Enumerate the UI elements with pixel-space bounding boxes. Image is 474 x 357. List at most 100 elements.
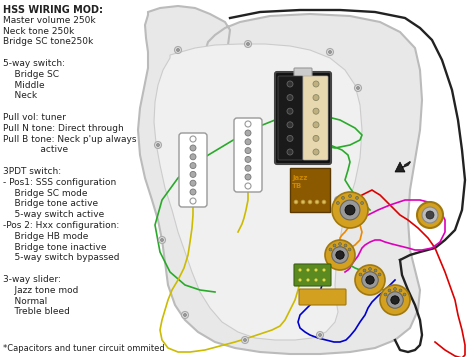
Text: Bridge HB mode: Bridge HB mode	[3, 232, 88, 241]
Text: 5-way switch active: 5-way switch active	[3, 210, 104, 219]
Circle shape	[307, 268, 310, 272]
Circle shape	[327, 49, 334, 55]
Circle shape	[366, 276, 374, 284]
FancyBboxPatch shape	[290, 168, 330, 212]
Circle shape	[158, 236, 165, 243]
Circle shape	[245, 174, 251, 180]
Text: 3PDT switch:: 3PDT switch:	[3, 167, 61, 176]
Circle shape	[355, 265, 385, 295]
Circle shape	[299, 278, 301, 282]
Circle shape	[317, 332, 323, 338]
Text: Pull N tone: Direct through: Pull N tone: Direct through	[3, 124, 124, 133]
Circle shape	[246, 42, 249, 45]
Text: 5-way switch:: 5-way switch:	[3, 59, 65, 68]
Circle shape	[287, 108, 293, 114]
FancyBboxPatch shape	[234, 118, 262, 192]
Text: Bridge SC: Bridge SC	[3, 70, 59, 79]
Text: Pull B tone: Neck p'up always: Pull B tone: Neck p'up always	[3, 135, 137, 144]
Circle shape	[294, 200, 298, 204]
Text: Jazz: Jazz	[292, 175, 307, 181]
Circle shape	[378, 273, 381, 276]
Circle shape	[307, 278, 310, 282]
Circle shape	[313, 108, 319, 114]
Circle shape	[356, 196, 358, 199]
Circle shape	[315, 268, 318, 272]
Circle shape	[190, 189, 196, 195]
Circle shape	[245, 121, 251, 127]
Circle shape	[341, 196, 345, 199]
Circle shape	[380, 285, 410, 315]
Text: TB: TB	[292, 183, 302, 189]
Circle shape	[337, 201, 339, 205]
Circle shape	[182, 312, 189, 318]
Text: Master volume 250k: Master volume 250k	[3, 16, 96, 25]
Circle shape	[313, 122, 319, 128]
Circle shape	[417, 202, 443, 228]
Circle shape	[315, 278, 318, 282]
Text: *Capacitors and tuner circuit ommited: *Capacitors and tuner circuit ommited	[3, 344, 165, 353]
FancyBboxPatch shape	[294, 68, 312, 77]
Text: Bridge SC tone250k: Bridge SC tone250k	[3, 37, 93, 46]
Circle shape	[315, 200, 319, 204]
Circle shape	[332, 192, 368, 228]
Circle shape	[308, 200, 312, 204]
Circle shape	[362, 272, 378, 288]
Circle shape	[241, 337, 248, 343]
Circle shape	[313, 95, 319, 101]
Text: Bridge SC mode: Bridge SC mode	[3, 188, 88, 198]
Circle shape	[301, 200, 305, 204]
Circle shape	[322, 268, 326, 272]
Circle shape	[299, 268, 301, 272]
Text: Neck: Neck	[3, 91, 37, 100]
Circle shape	[155, 141, 162, 149]
Text: Neck tone 250k: Neck tone 250k	[3, 27, 74, 36]
Circle shape	[190, 198, 196, 204]
Circle shape	[245, 156, 251, 162]
Circle shape	[399, 289, 402, 292]
Circle shape	[337, 298, 339, 302]
Circle shape	[393, 287, 396, 291]
Circle shape	[348, 248, 351, 251]
Circle shape	[329, 248, 332, 251]
Circle shape	[319, 333, 321, 337]
Circle shape	[287, 95, 293, 101]
FancyBboxPatch shape	[294, 264, 331, 286]
Circle shape	[359, 273, 362, 276]
FancyBboxPatch shape	[179, 133, 207, 207]
Circle shape	[176, 49, 180, 51]
Circle shape	[245, 139, 251, 145]
Circle shape	[422, 207, 438, 223]
Circle shape	[387, 292, 403, 308]
Text: 5-way switch bypassed: 5-way switch bypassed	[3, 253, 119, 262]
Circle shape	[337, 198, 339, 201]
Text: Treble bleed: Treble bleed	[3, 307, 70, 316]
Text: HSS WIRING MOD:: HSS WIRING MOD:	[3, 5, 103, 15]
Text: Jazz tone mod: Jazz tone mod	[3, 286, 78, 295]
Circle shape	[374, 269, 377, 272]
Text: Bridge tone active: Bridge tone active	[3, 200, 98, 208]
Circle shape	[313, 135, 319, 141]
Circle shape	[391, 296, 399, 304]
Text: 3-way slider:: 3-way slider:	[3, 275, 61, 284]
Circle shape	[322, 200, 326, 204]
Circle shape	[403, 293, 406, 296]
Text: active: active	[3, 145, 68, 154]
Circle shape	[245, 40, 252, 47]
Circle shape	[426, 211, 434, 219]
Circle shape	[190, 154, 196, 160]
Circle shape	[340, 200, 360, 220]
Text: Normal: Normal	[3, 297, 47, 306]
Circle shape	[363, 269, 366, 272]
Circle shape	[345, 205, 355, 215]
Circle shape	[322, 278, 326, 282]
Circle shape	[190, 136, 196, 142]
Circle shape	[335, 196, 341, 203]
Text: Bridge tone inactive: Bridge tone inactive	[3, 243, 107, 252]
Text: Middle: Middle	[3, 81, 45, 90]
Circle shape	[183, 313, 186, 317]
Circle shape	[287, 81, 293, 87]
Circle shape	[313, 149, 319, 155]
Text: Pull vol: tuner: Pull vol: tuner	[3, 113, 66, 122]
Circle shape	[336, 251, 344, 259]
FancyBboxPatch shape	[303, 76, 328, 160]
